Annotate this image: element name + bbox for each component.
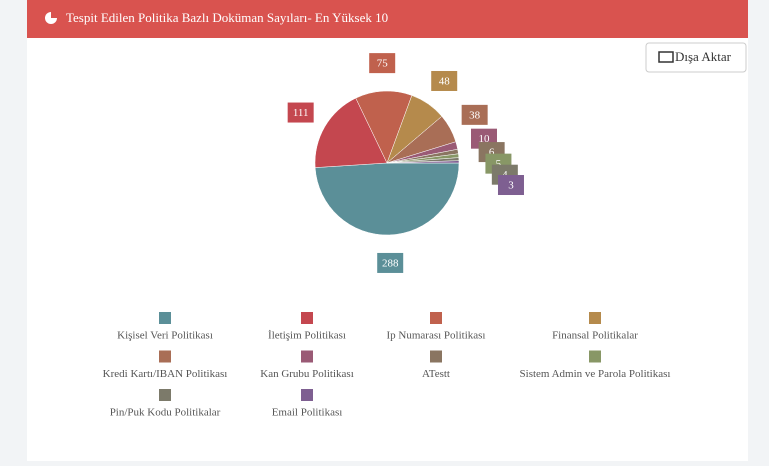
legend-swatch	[159, 312, 171, 324]
pie-slice	[355, 90, 413, 164]
legend-swatch	[301, 312, 313, 324]
legend-swatch	[589, 350, 601, 363]
value-label: 3	[508, 180, 514, 192]
legend-label: ATestt	[422, 368, 450, 380]
value-label: 48	[439, 76, 451, 88]
export-icon	[658, 51, 674, 63]
legend-swatch	[430, 312, 442, 324]
value-label: 38	[469, 109, 481, 121]
export-button[interactable]: Dışa Aktar	[645, 42, 747, 73]
export-button-box[interactable]	[645, 42, 747, 73]
export-label[interactable]: Dışa Aktar	[675, 49, 732, 64]
legend-swatch	[301, 350, 313, 363]
value-label: 75	[377, 58, 389, 70]
panel-header	[27, 0, 748, 38]
header-icon-cut	[51, 10, 59, 18]
value-label-box	[287, 102, 314, 123]
legend-swatch	[430, 350, 442, 363]
legend-swatch	[589, 312, 601, 324]
value-label: 10	[478, 133, 490, 145]
value-label-box	[431, 70, 458, 91]
value-label-box	[369, 53, 396, 74]
legend-swatch	[159, 389, 171, 401]
value-label: 288	[382, 257, 399, 269]
legend-label: Sistem Admin ve Parola Politikası	[520, 368, 671, 380]
legend-label: Pin/Puk Kodu Politikalar	[110, 407, 221, 419]
legend-swatch	[301, 389, 313, 401]
legend-label: Email Politikası	[272, 407, 343, 419]
legend-label: İletişim Politikası	[268, 330, 346, 342]
value-label-box	[461, 104, 488, 125]
legend-label: Finansal Politikalar	[552, 330, 638, 342]
value-label: 111	[293, 107, 309, 119]
legend-label: Kişisel Veri Politikası	[117, 330, 213, 342]
value-label: 6	[489, 147, 495, 159]
legend-label: Kredi Kartı/IBAN Politikası	[103, 368, 228, 380]
value-label-box	[377, 252, 404, 273]
header-title: Tespit Edilen Politika Bazlı Doküman Say…	[66, 10, 388, 25]
legend-label: Kan Grubu Politikası	[260, 368, 354, 380]
value-label: 5	[496, 158, 502, 170]
pie-slice	[314, 162, 460, 236]
value-label-box	[497, 175, 524, 196]
pie-slice	[314, 97, 388, 168]
legend-label: Ip Numarası Politikası	[387, 330, 486, 342]
pie-slice	[386, 160, 460, 164]
legend-swatch	[159, 350, 171, 363]
